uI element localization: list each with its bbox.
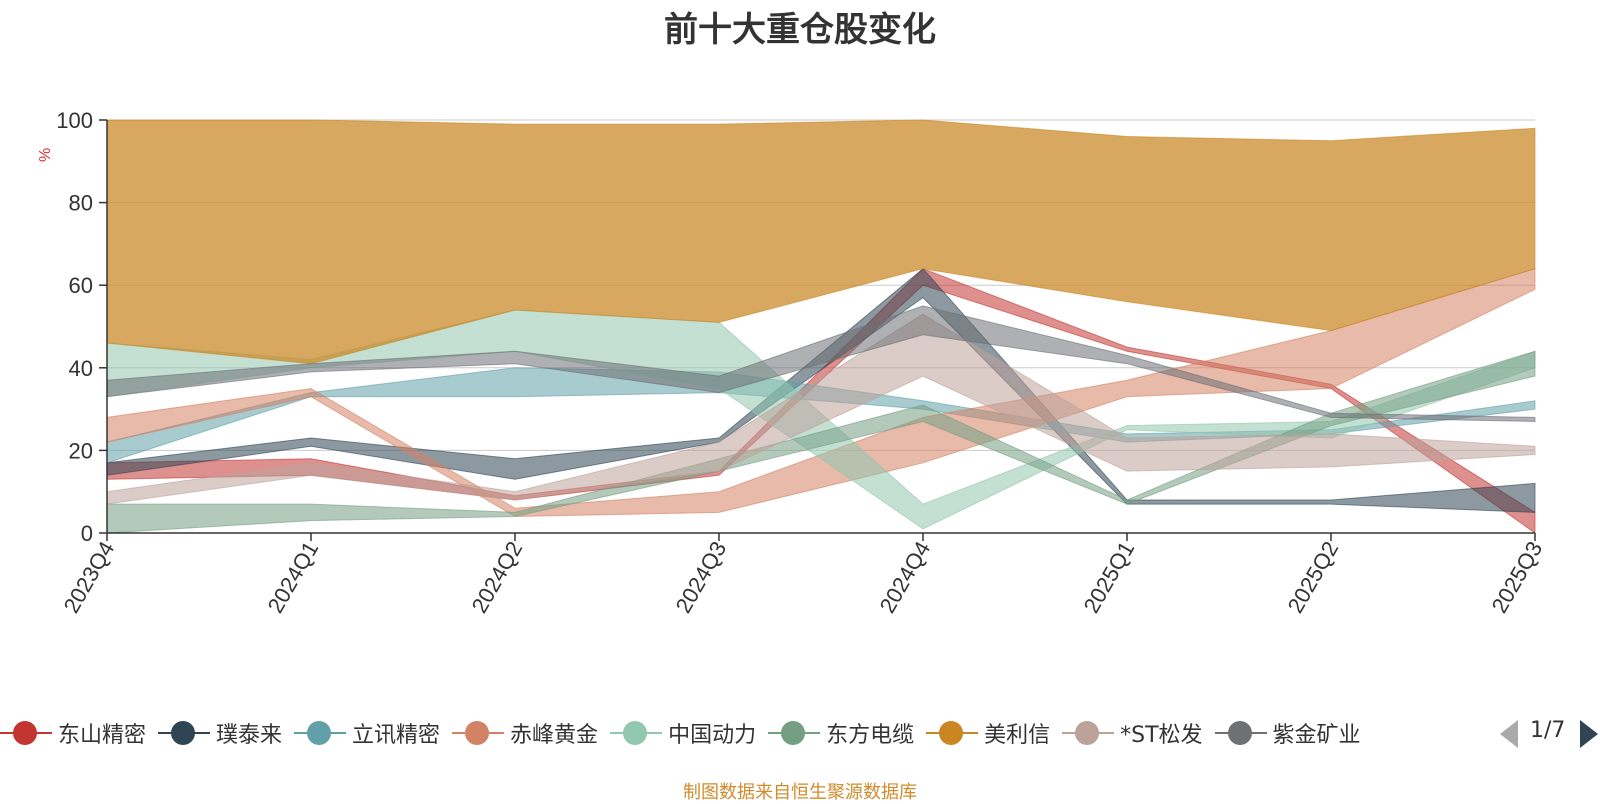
x-tick-label: 2024Q2	[467, 537, 528, 617]
legend-prev-page-icon[interactable]	[1500, 720, 1518, 748]
x-tick-label: 2023Q4	[59, 537, 120, 617]
legend-swatch-icon	[768, 720, 821, 746]
area-layer	[106, 119, 1536, 534]
y-tick-label: 40	[69, 356, 93, 381]
legend-item[interactable]: 璞泰来	[158, 712, 282, 754]
legend-swatch-icon	[610, 720, 663, 746]
legend-swatch-icon	[0, 720, 52, 746]
legend-item[interactable]: 东山精密	[0, 712, 146, 754]
legend-page-indicator: 1/7	[1530, 718, 1566, 743]
legend-item[interactable]: 赤峰黄金	[452, 712, 598, 754]
legend-label: 美利信	[984, 723, 1051, 748]
legend-next-page-icon[interactable]	[1580, 720, 1598, 748]
x-tick-label: 2024Q1	[263, 537, 324, 617]
area-美利信	[106, 119, 1536, 365]
y-tick-label: 100	[56, 108, 93, 133]
legend-swatch-icon	[1062, 720, 1115, 746]
legend-label: 中国动力	[668, 723, 757, 748]
legend-label: 紫金矿业	[1272, 723, 1361, 748]
area-赤峰黄金	[106, 268, 1536, 518]
legend-swatch-icon	[294, 720, 347, 746]
area-chart: 0 20 40 60 80 100 2023Q4 2024Q1 2024Q2 2024Q3 2024…	[37, 108, 1548, 617]
y-unit-label: %	[37, 148, 54, 162]
legend-label: *ST松发	[1120, 723, 1203, 748]
y-tick-label: 60	[69, 273, 93, 298]
x-tick-label: 2025Q3	[1487, 537, 1548, 617]
legend-item[interactable]: 东方电缆	[768, 712, 914, 754]
source-note: 制图数据来自恒生聚源数据库	[683, 782, 917, 803]
legend-swatch-icon	[158, 720, 211, 746]
legend-label: 赤峰黄金	[510, 723, 599, 748]
legend-item[interactable]: 立讯精密	[294, 712, 440, 754]
x-tick-label: 2025Q2	[1283, 537, 1344, 617]
legend-item[interactable]: *ST松发	[1062, 712, 1203, 754]
legend-item[interactable]: 中国动力	[610, 712, 756, 754]
x-tick-label: 2025Q1	[1079, 537, 1140, 617]
legend-pager: 1/7	[1500, 712, 1600, 754]
legend-label: 东山精密	[58, 723, 147, 748]
legend-label: 璞泰来	[216, 723, 283, 748]
legend-label: 立讯精密	[352, 723, 441, 748]
area-*ST松发	[106, 313, 1536, 505]
y-tick-label: 80	[69, 191, 93, 216]
y-tick-label: 20	[69, 438, 93, 463]
legend-item[interactable]: 美利信	[926, 712, 1050, 754]
y-tick-label: 0	[81, 521, 93, 546]
legend-item[interactable]: 紫金矿业	[1214, 712, 1361, 754]
chart-title: 前十大重仓股变化	[664, 10, 936, 50]
legend: 东山精密 璞泰来 立讯精密 赤峰黄金 中国动力 东方电缆 美利信 *ST松发 紫金矿业 1/7	[0, 712, 1600, 754]
legend-label: 东方电缆	[826, 723, 915, 748]
area-紫金矿业	[106, 305, 1536, 423]
legend-swatch-icon	[926, 720, 979, 746]
legend-swatch-icon	[1214, 720, 1267, 746]
legend-swatch-icon	[452, 720, 505, 746]
legend-items: 东山精密 璞泰来 立讯精密 赤峰黄金 中国动力 东方电缆 美利信 *ST松发 紫金矿业	[0, 712, 1470, 754]
x-tick-label: 2024Q4	[875, 537, 936, 617]
x-tick-label: 2024Q3	[671, 537, 732, 617]
